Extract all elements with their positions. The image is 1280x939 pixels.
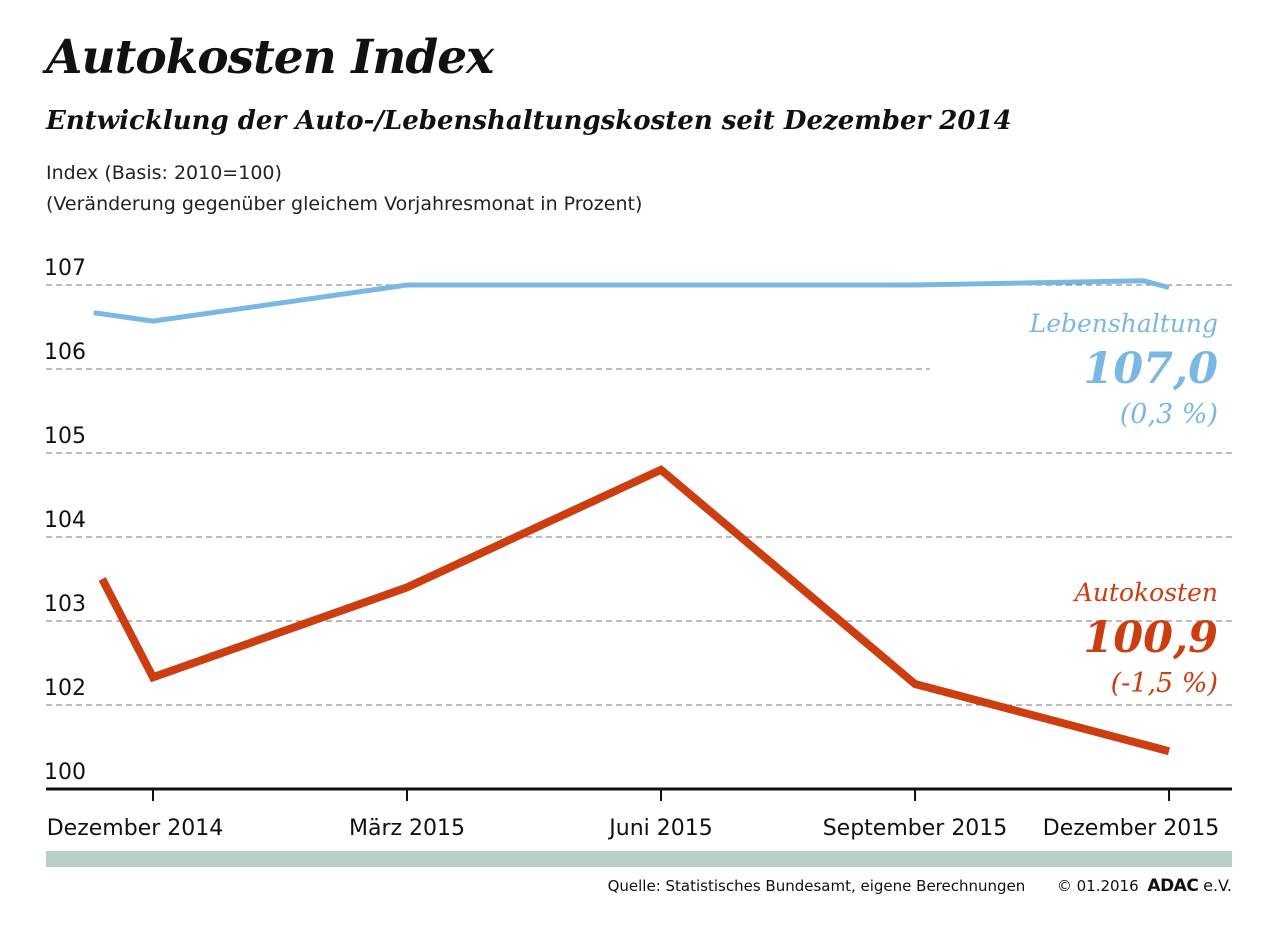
adac-logo: ADAC bbox=[1147, 876, 1199, 896]
bottom-band bbox=[46, 851, 1232, 867]
index-basis-note: Index (Basis: 2010=100) bbox=[46, 162, 282, 184]
lebenshaltung-value: 107,0 bbox=[1083, 344, 1218, 394]
chart-title: Autokosten Index bbox=[46, 30, 494, 85]
y-tick-label: 100 bbox=[44, 760, 86, 785]
footer: Quelle: Statistisches Bundesamt, eigene … bbox=[0, 876, 1232, 896]
chart-subtitle: Entwicklung der Auto-/Lebenshaltungskost… bbox=[46, 106, 1012, 136]
y-tick-label: 103 bbox=[44, 592, 86, 617]
lebenshaltung-line bbox=[93, 278, 1170, 324]
y-tick-label: 105 bbox=[44, 424, 86, 449]
autokosten-change: (-1,5 %) bbox=[1111, 668, 1218, 699]
y-tick-label: 104 bbox=[44, 508, 86, 533]
adac-logo-suffix: e.V. bbox=[1203, 876, 1232, 895]
y-tick-label: 107 bbox=[44, 256, 86, 281]
x-tick-label: September 2015 bbox=[823, 816, 1008, 841]
source-note: Quelle: Statistisches Bundesamt, eigene … bbox=[607, 877, 1026, 895]
autokosten-line bbox=[98, 465, 1171, 756]
lebenshaltung-label: Lebenshaltung bbox=[1029, 309, 1218, 338]
y-tick-label: 106 bbox=[44, 340, 86, 365]
x-tick-label: Juni 2015 bbox=[607, 816, 712, 841]
x-tick-label: Dezember 2015 bbox=[1043, 816, 1220, 841]
copyright-note: © 01.2016 bbox=[1056, 877, 1139, 895]
autokosten-label: Autokosten bbox=[1073, 578, 1218, 607]
autokosten-value: 100,9 bbox=[1083, 613, 1218, 663]
lebenshaltung-change: (0,3 %) bbox=[1120, 399, 1218, 430]
y-tick-label: 102 bbox=[44, 676, 86, 701]
x-tick-label: Dezember 2014 bbox=[47, 816, 224, 841]
change-note: (Veränderung gegenüber gleichem Vorjahre… bbox=[46, 193, 643, 215]
x-tick-label: März 2015 bbox=[349, 816, 465, 841]
